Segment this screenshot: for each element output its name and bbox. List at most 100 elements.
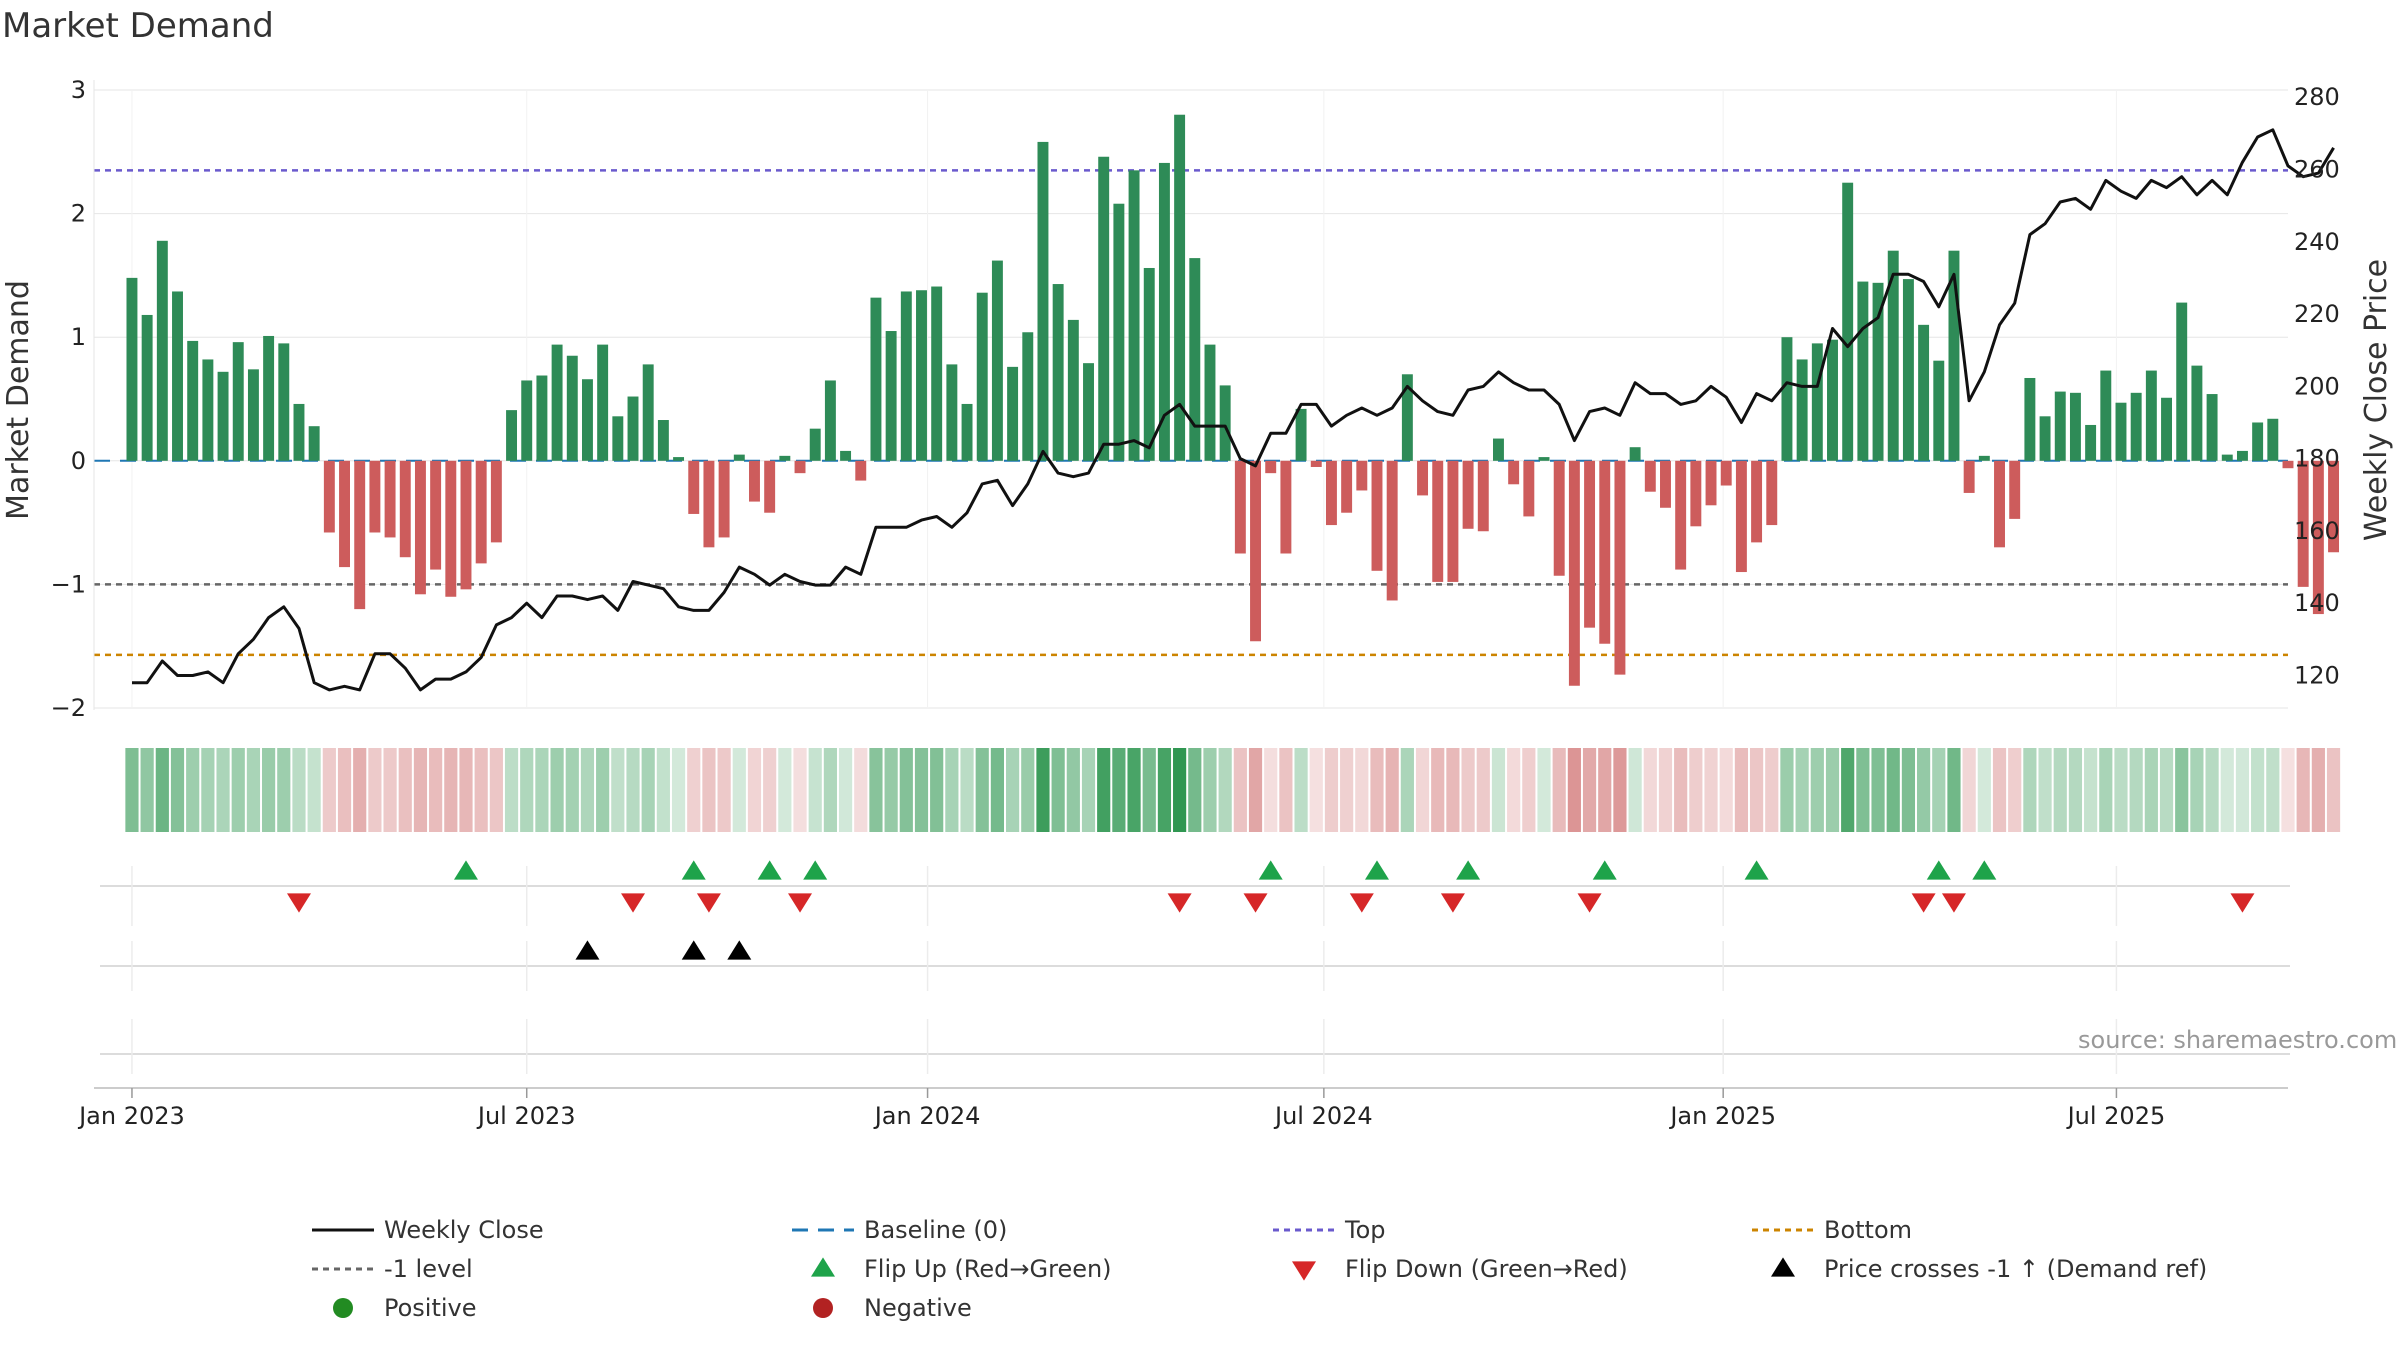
- heat-cell: [459, 748, 473, 832]
- legend-close-label: Weekly Close: [384, 1216, 544, 1244]
- legend-flip-down-swatch: [1292, 1261, 1316, 1281]
- heat-cell: [2175, 748, 2189, 832]
- heat-cell: [656, 748, 670, 832]
- demand-bar: [991, 260, 1003, 461]
- demand-bar: [794, 460, 806, 474]
- demand-bar: [1007, 366, 1019, 461]
- demand-bar: [1842, 182, 1854, 461]
- heat-cell: [1248, 748, 1263, 832]
- cross-marker: [681, 940, 706, 960]
- demand-bar: [1401, 374, 1413, 461]
- demand-bar: [202, 359, 214, 461]
- heat-cell: [717, 748, 731, 832]
- demand-bar: [1568, 460, 1580, 686]
- demand-bar: [976, 292, 988, 461]
- demand-bar: [1690, 460, 1702, 527]
- demand-bar: [1994, 460, 2005, 548]
- heat-cell: [2220, 748, 2234, 832]
- y-axis-label: Market Demand: [1, 280, 36, 520]
- heat-cell: [1719, 748, 1733, 832]
- heat-cell: [1689, 748, 1703, 832]
- heat-cell: [1643, 748, 1657, 832]
- flip-down-marker: [1167, 893, 1192, 913]
- heat-cell: [1901, 748, 1916, 832]
- heat-cell: [1780, 748, 1794, 832]
- heat-cell: [2023, 748, 2037, 832]
- y2-axis-label: Weekly Close Price: [2359, 259, 2394, 541]
- demand-bar: [399, 460, 411, 558]
- demand-bar: [2039, 416, 2051, 461]
- heat-cell: [337, 748, 352, 832]
- demand-bar: [1599, 460, 1611, 644]
- heat-cell: [596, 748, 610, 832]
- heat-cell: [1461, 748, 1475, 832]
- demand-bar: [1447, 460, 1459, 582]
- demand-bar: [642, 364, 654, 461]
- heat-cell: [170, 748, 185, 832]
- heat-cell: [869, 748, 883, 832]
- flip-up-marker: [1456, 860, 1481, 880]
- y2-tick-label: 280: [2294, 83, 2340, 111]
- legend-flip-up-label: Flip Up (Red→Green): [864, 1255, 1112, 1283]
- demand-bar: [1675, 460, 1687, 570]
- demand-bar: [1660, 460, 1671, 508]
- heat-cell: [945, 748, 959, 832]
- flip-up-marker: [1926, 860, 1951, 880]
- heat-cell: [1157, 748, 1172, 832]
- demand-bar: [1614, 460, 1626, 675]
- y2-tick-label: 240: [2294, 228, 2340, 256]
- flip-down-marker: [286, 893, 311, 913]
- heat-cell: [1309, 748, 1323, 832]
- heat-cell: [641, 748, 655, 832]
- demand-bar: [1978, 455, 1990, 461]
- cross-marker: [575, 940, 600, 960]
- demand-bar: [1022, 332, 1034, 461]
- heat-cell: [1582, 748, 1597, 832]
- demand-bar: [2267, 418, 2279, 461]
- flip-down-marker: [1440, 893, 1465, 913]
- heat-cell: [1962, 748, 1976, 832]
- heat-cell: [489, 748, 503, 832]
- demand-bar: [855, 460, 867, 481]
- demand-bar: [1963, 460, 1975, 493]
- heat-cell: [1507, 748, 1521, 832]
- legend-flip-up-swatch: [811, 1257, 835, 1277]
- demand-bar: [1872, 282, 1884, 461]
- heat-cell: [990, 748, 1005, 832]
- demand-bar: [1113, 203, 1125, 461]
- demand-bar: [566, 355, 578, 461]
- demand-bar: [445, 460, 457, 597]
- heat-cell: [1598, 748, 1612, 832]
- heat-cell: [1734, 748, 1748, 832]
- demand-bar: [263, 335, 275, 461]
- heat-cell: [2008, 748, 2022, 832]
- demand-bar: [2236, 450, 2248, 461]
- heat-cell: [353, 748, 367, 832]
- heat-cell: [2099, 748, 2113, 832]
- heat-cell: [1613, 748, 1627, 832]
- flip-down-marker: [1243, 893, 1268, 913]
- demand-bar: [2252, 422, 2264, 461]
- demand-bar: [688, 460, 700, 514]
- time-axis: Jan 2023 Jul 2023 Jan 2024 Jul 2024 Jan 2025…: [77, 1087, 2288, 1130]
- demand-bar: [2312, 460, 2324, 615]
- demand-bar: [1219, 385, 1231, 461]
- demand-bar: [293, 403, 305, 461]
- heat-cell: [1006, 748, 1020, 832]
- heat-cell: [823, 748, 837, 832]
- x-tick-label: Jan 2025: [1668, 1102, 1776, 1130]
- legend-baseline-label: Baseline (0): [864, 1216, 1007, 1244]
- heat-cell: [838, 748, 853, 832]
- flip-up-marker: [1744, 860, 1769, 880]
- heat-cell: [763, 748, 777, 832]
- demand-bar: [1644, 460, 1656, 492]
- demand-bar: [612, 416, 624, 461]
- heat-cell: [125, 748, 139, 832]
- demand-bar: [657, 420, 669, 461]
- demand-bar: [1295, 408, 1307, 461]
- flip-up-marker: [757, 860, 782, 880]
- heat-cell: [1856, 748, 1870, 832]
- demand-bar: [2176, 302, 2188, 461]
- heat-cell: [1567, 748, 1581, 832]
- demand-bar: [1477, 460, 1489, 532]
